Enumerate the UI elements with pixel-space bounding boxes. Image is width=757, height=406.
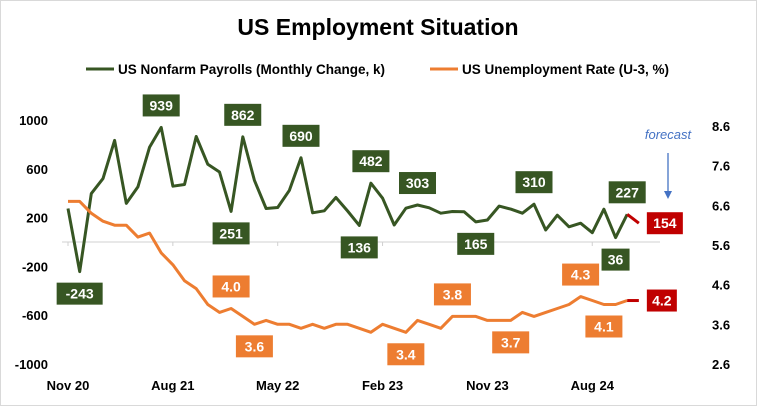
payrolls-data-label-text: 939 xyxy=(150,97,174,113)
unemployment-data-label-box xyxy=(433,283,471,306)
unemployment-data-label-text: 4.0 xyxy=(221,278,241,294)
unemployment-data-label-text: 4.1 xyxy=(594,319,614,335)
unemployment-data-label-text: 3.7 xyxy=(501,334,521,350)
payrolls-data-label-box xyxy=(608,181,646,204)
unemployment-data-label: 3.8 xyxy=(433,283,471,306)
payrolls-data-label-box xyxy=(340,236,378,259)
right-axis-tick-label: 6.6 xyxy=(712,198,730,213)
payrolls-data-label-box xyxy=(212,222,250,245)
right-axis-tick-label: 4.6 xyxy=(712,278,730,293)
x-axis-tick-label: Feb 23 xyxy=(362,378,403,393)
unemployment-data-label: 3.6 xyxy=(235,335,273,358)
payrolls-data-label-text: 862 xyxy=(231,107,255,123)
left-axis-tick-label: -200 xyxy=(22,259,48,274)
payrolls-data-label-text: -243 xyxy=(66,286,94,302)
left-axis-tick-label: 1000 xyxy=(19,113,48,128)
unemployment-forecast-label-text: 4.2 xyxy=(652,293,672,309)
payrolls-data-label: 251 xyxy=(212,222,250,245)
payrolls-data-label-box xyxy=(601,248,630,271)
payrolls-data-label-box xyxy=(282,124,320,147)
forecast-arrowhead-icon xyxy=(664,191,672,199)
payrolls-data-label-box xyxy=(352,150,390,173)
payrolls-data-label: 482 xyxy=(352,150,390,173)
right-axis-tick-label: 8.6 xyxy=(712,119,730,134)
payrolls-forecast-label: 154 xyxy=(646,212,683,235)
payrolls-data-label: 310 xyxy=(515,171,553,194)
unemployment-data-label-box xyxy=(387,343,425,366)
payrolls-data-label: 939 xyxy=(142,94,180,117)
payrolls-data-label-box xyxy=(56,282,103,305)
payrolls-data-label-text: 251 xyxy=(219,225,243,241)
forecast-annotation: forecast xyxy=(645,127,693,199)
payrolls-data-label-text: 303 xyxy=(406,175,430,191)
payrolls-data-label: 227 xyxy=(608,181,646,204)
unemployment-data-label-text: 3.4 xyxy=(396,346,416,362)
unemployment-data-label-box xyxy=(562,263,600,286)
unemployment-data-label-box xyxy=(585,315,623,338)
unemployment-forecast-label: 4.2 xyxy=(646,289,677,312)
unemployment-line xyxy=(68,199,628,334)
x-axis-tick-label: Nov 20 xyxy=(47,378,90,393)
payrolls-data-label-box xyxy=(515,171,553,194)
payrolls-line xyxy=(66,125,629,274)
right-axis-tick-label: 3.6 xyxy=(712,317,730,332)
payrolls-data-label: 303 xyxy=(399,172,436,195)
unemployment-data-label-text: 3.6 xyxy=(245,338,265,354)
payrolls-forecast-label-text: 154 xyxy=(653,215,677,231)
payrolls-data-label-text: 36 xyxy=(608,252,624,268)
right-axis-tick-label: 2.6 xyxy=(712,357,730,372)
unemployment-data-label-box xyxy=(212,275,250,298)
payrolls-data-label-text: 482 xyxy=(359,153,383,169)
unemployment-data-label: 4.1 xyxy=(585,315,623,338)
left-axis-tick-label: -600 xyxy=(22,308,48,323)
x-axis-tick-label: Aug 21 xyxy=(151,378,194,393)
unemployment-forecast-label-box xyxy=(646,289,677,312)
payrolls-data-label: 165 xyxy=(457,232,495,255)
payrolls-data-label-box xyxy=(457,232,495,255)
payrolls-data-label-box xyxy=(399,172,436,195)
unemployment-data-label: 4.0 xyxy=(212,275,250,298)
right-axis-tick-label: 7.6 xyxy=(712,159,730,174)
legend-label-payrolls: US Nonfarm Payrolls (Monthly Change, k) xyxy=(118,62,385,77)
unemployment-data-label: 3.7 xyxy=(492,331,530,354)
payrolls-data-label: 36 xyxy=(601,248,630,271)
left-axis-tick-label: 600 xyxy=(26,162,48,177)
payrolls-data-label-box xyxy=(142,94,180,117)
left-axis-tick-label: -1000 xyxy=(15,357,48,372)
payrolls-data-label: 862 xyxy=(224,103,262,126)
unemployment-data-label: 3.4 xyxy=(387,343,425,366)
payrolls-data-label-text: 310 xyxy=(522,174,546,190)
payrolls-data-label-box xyxy=(224,103,262,126)
forecast-annotation-text: forecast xyxy=(645,127,693,142)
chart-title: US Employment Situation xyxy=(237,14,518,40)
payrolls-data-label: 690 xyxy=(282,124,320,147)
payrolls-forecast-segment xyxy=(626,213,640,225)
payrolls-data-label-text: 136 xyxy=(348,239,372,255)
unemployment-data-label: 4.3 xyxy=(562,263,600,286)
unemployment-data-label-box xyxy=(492,331,530,354)
x-axis-tick-label: Aug 24 xyxy=(571,378,615,393)
unemployment-data-label-box xyxy=(235,335,273,358)
x-axis-tick-label: May 22 xyxy=(256,378,299,393)
payrolls-data-label-text: 165 xyxy=(464,236,488,252)
unemployment-data-label-text: 3.8 xyxy=(443,286,463,302)
payrolls-data-label-text: 227 xyxy=(616,184,640,200)
x-axis-tick-label: Nov 23 xyxy=(466,378,509,393)
payrolls-data-label-text: 690 xyxy=(289,128,313,144)
left-axis-tick-label: 200 xyxy=(26,211,48,226)
legend: US Nonfarm Payrolls (Monthly Change, k) … xyxy=(86,62,669,77)
unemployment-data-label-text: 4.3 xyxy=(571,267,591,283)
right-axis-tick-label: 5.6 xyxy=(712,238,730,253)
payrolls-data-label: 136 xyxy=(340,236,378,259)
payrolls-data-label: -243 xyxy=(56,282,103,305)
payrolls-forecast-label-box xyxy=(646,212,683,235)
legend-label-unemployment: US Unemployment Rate (U-3, %) xyxy=(462,62,669,77)
